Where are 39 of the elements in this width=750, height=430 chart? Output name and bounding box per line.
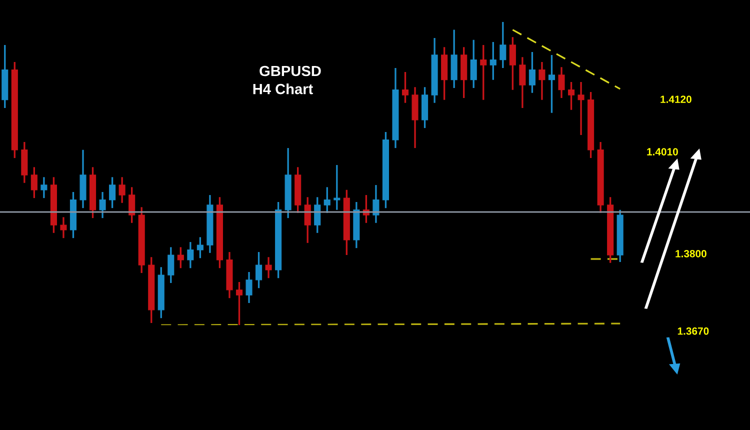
candlestick	[187, 241, 194, 269]
candlestick	[558, 66, 565, 99]
candlestick	[500, 22, 506, 69]
candlestick	[246, 271, 252, 304]
text: 1.3800	[676, 250, 706, 258]
candlestick	[177, 246, 184, 269]
candlestick	[236, 281, 243, 326]
candlestick	[109, 176, 116, 209]
candlestick	[314, 196, 321, 234]
candlestick	[304, 196, 311, 244]
candlestick	[265, 256, 272, 279]
candlestick	[168, 246, 174, 284]
candlestick	[60, 216, 67, 239]
candlestick	[480, 44, 487, 101]
candlestick	[509, 36, 516, 91]
text: 1.3670	[678, 327, 709, 335]
candlestick	[324, 186, 330, 214]
candlestick	[519, 56, 526, 109]
candlestick	[99, 191, 106, 219]
text: 1.4010	[647, 148, 678, 156]
candlestick	[334, 164, 340, 211]
candlestick	[128, 186, 136, 224]
candlestick	[470, 38, 477, 89]
candlestick	[568, 81, 575, 111]
candlestick	[372, 184, 380, 224]
text: GBPUSD	[260, 66, 321, 76]
candlestick	[490, 41, 496, 81]
candlestick	[30, 166, 38, 199]
candlestick	[196, 236, 204, 259]
candlestick	[256, 251, 262, 289]
candlestick	[538, 61, 546, 101]
candlestick	[528, 51, 536, 94]
candlestick	[548, 54, 556, 114]
candlestick	[40, 176, 48, 199]
text: 1.4120	[660, 96, 692, 103]
candlestick	[402, 71, 409, 104]
text: H4 Chart	[253, 84, 313, 94]
candlestick	[578, 81, 584, 136]
candlestick	[118, 176, 126, 204]
